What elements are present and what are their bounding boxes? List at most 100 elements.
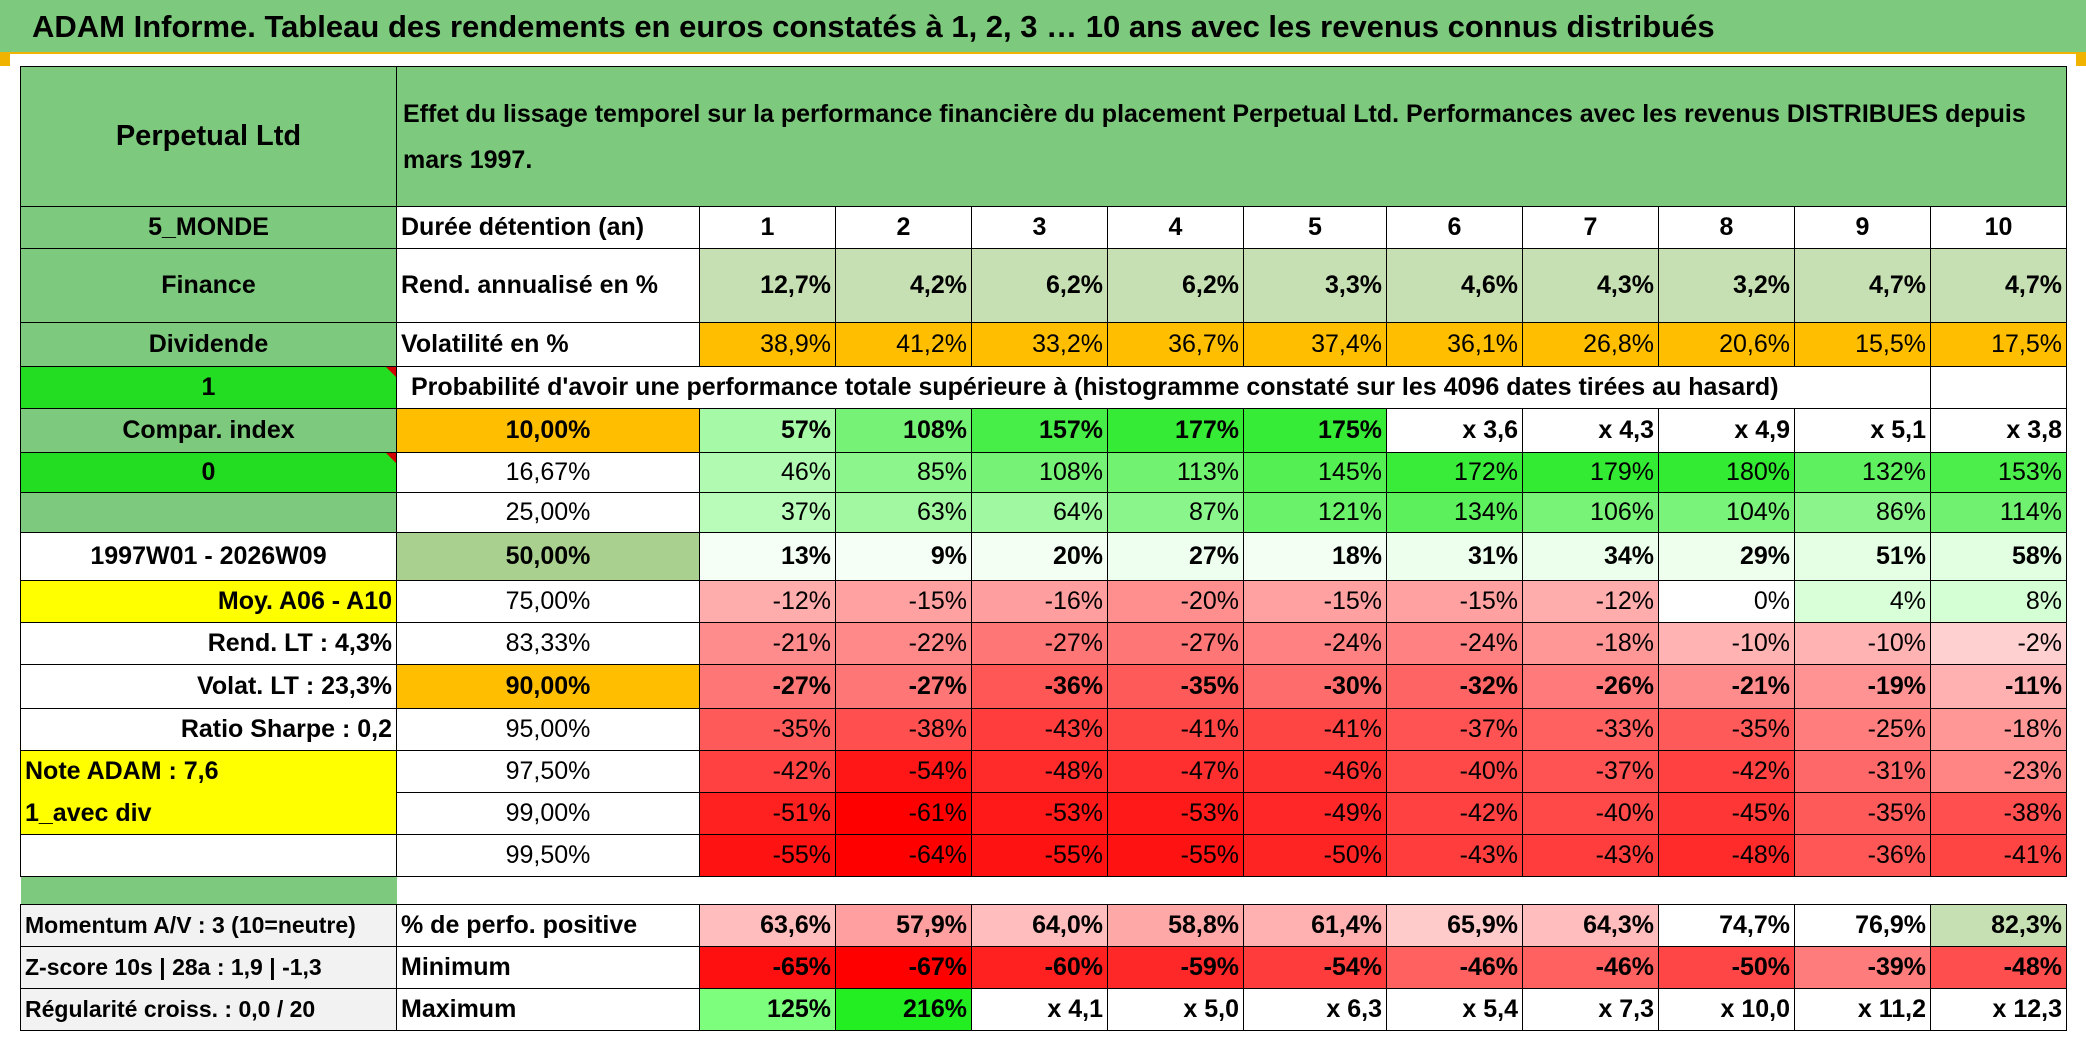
percentile-value: -27% [971, 622, 1108, 665]
minimum-value: -59% [1107, 946, 1244, 989]
percentile-value: -12% [1522, 580, 1659, 623]
percentile-row: 1_avec div 99,00% -51% -61% -53% -53% -49% -42%… [20, 792, 2067, 835]
positive-value: 64,0% [971, 904, 1108, 947]
percentile-value: -12% [699, 580, 836, 623]
zscore-label: Z-score 10s | 28a : 1,9 | -1,3 [20, 946, 397, 989]
percentile-label: 95,00% [396, 708, 700, 751]
flag-one: 1 [20, 366, 397, 409]
percentile-value: -48% [1658, 834, 1795, 877]
year-header: 1 [699, 206, 836, 249]
duration-label: Durée détention (an) [396, 206, 700, 249]
table-cell [836, 877, 972, 905]
percentile-label: 99,00% [396, 792, 700, 835]
positive-value: 61,4% [1243, 904, 1387, 947]
percentile-row: 99,50% -55% -64% -55% -55% -50% -43% -43% -48% -3… [20, 834, 2067, 877]
percentile-value: 85% [835, 452, 972, 493]
maximum-value: x 10,0 [1658, 988, 1795, 1031]
percentile-value: -19% [1794, 664, 1931, 709]
percentile-value: 157% [971, 408, 1108, 453]
percentile-value: -40% [1386, 750, 1523, 793]
volat-value: 17,5% [1930, 322, 2067, 367]
momentum-label: Momentum A/V : 3 (10=neutre) [20, 904, 397, 947]
percentile-value: 179% [1522, 452, 1659, 493]
percentile-value: -18% [1522, 622, 1659, 665]
percentile-value: 51% [1794, 532, 1931, 581]
rend-row: Finance Rend. annualisé en % 12,7% 4,2% 6,2%… [20, 248, 2067, 323]
performance-table: Perpetual Ltd Effet du lissage temporel … [20, 66, 2067, 1031]
percentile-value: 134% [1386, 492, 1523, 533]
percentile-value: -27% [1107, 622, 1244, 665]
percentile-row: 25,00% 37% 63% 64% 87% 121% 134% 106% 104% 86% 114… [20, 492, 2067, 533]
percentile-value: 121% [1243, 492, 1387, 533]
percentile-value: 153% [1930, 452, 2067, 493]
table-cell [1523, 877, 1659, 905]
percentile-value: -15% [1243, 580, 1387, 623]
report-title: ADAM Informe. Tableau des rendements en … [32, 9, 1715, 44]
percentile-value: 172% [1386, 452, 1523, 493]
year-header: 4 [1107, 206, 1244, 249]
title-bar: ADAM Informe. Tableau des rendements en … [0, 0, 2086, 54]
year-header: 2 [835, 206, 972, 249]
left-label-moy: Moy. A06 - A10 [20, 580, 397, 623]
maximum-value: x 5,4 [1386, 988, 1523, 1031]
percentile-label: 10,00% [396, 408, 700, 453]
percentile-value: -43% [1522, 834, 1659, 877]
percentile-value: 114% [1930, 492, 2067, 533]
percentile-value: x 4,9 [1658, 408, 1795, 453]
fund-description: Effet du lissage temporel sur la perform… [396, 66, 2067, 207]
percentile-value: -64% [835, 834, 972, 877]
maximum-value: x 12,3 [1930, 988, 2067, 1031]
rend-value: 4,2% [835, 248, 972, 323]
percentile-value: -37% [1386, 708, 1523, 751]
maximum-value: 125% [699, 988, 836, 1031]
positive-value: 76,9% [1794, 904, 1931, 947]
percentile-value: -30% [1243, 664, 1387, 709]
percentile-value: 46% [699, 452, 836, 493]
rend-value: 4,7% [1794, 248, 1931, 323]
percentile-value: -45% [1658, 792, 1795, 835]
percentile-label: 16,67% [396, 452, 700, 493]
percentile-value: -24% [1386, 622, 1523, 665]
percentile-value: -27% [699, 664, 836, 709]
positive-row: Momentum A/V : 3 (10=neutre)% de perfo. … [20, 904, 2067, 947]
maximum-value: x 4,1 [971, 988, 1108, 1031]
percentile-value: -41% [1930, 834, 2067, 877]
percentile-label: 90,00% [396, 664, 700, 709]
minimum-value: -67% [835, 946, 972, 989]
regularite-label: Régularité croiss. : 0,0 / 20 [20, 988, 397, 1031]
percentile-value: -27% [835, 664, 972, 709]
minimum-value: -50% [1658, 946, 1795, 989]
percentile-value: -48% [971, 750, 1108, 793]
minimum-value: -60% [971, 946, 1108, 989]
percentile-value: 106% [1522, 492, 1659, 533]
percentile-value: -15% [835, 580, 972, 623]
percentile-value: -55% [699, 834, 836, 877]
minimum-value: -65% [699, 946, 836, 989]
percentile-value: 177% [1107, 408, 1244, 453]
percentile-value: x 5,1 [1794, 408, 1931, 453]
zone-label: 5_MONDE [20, 206, 397, 249]
percentile-value: 29% [1658, 532, 1795, 581]
percentile-value: -42% [1386, 792, 1523, 835]
percentile-value: -25% [1794, 708, 1931, 751]
left-label-volat_lt: Volat. LT : 23,3% [20, 664, 397, 709]
left-label-rend_lt: Rend. LT : 4,3% [20, 622, 397, 665]
percentile-label: 99,50% [396, 834, 700, 877]
percentile-value: 87% [1107, 492, 1244, 533]
percentile-value: 57% [699, 408, 836, 453]
left-label-empty [20, 492, 397, 533]
positive-value: 57,9% [835, 904, 972, 947]
year-header: 3 [971, 206, 1108, 249]
volat-value: 26,8% [1522, 322, 1659, 367]
percentile-value: -42% [699, 750, 836, 793]
positive-value: 82,3% [1930, 904, 2067, 947]
year-header: 8 [1658, 206, 1795, 249]
percentile-value: 34% [1522, 532, 1659, 581]
percentile-label: 83,33% [396, 622, 700, 665]
percentile-value: 63% [835, 492, 972, 533]
percentile-label: 50,00% [396, 532, 700, 581]
percentile-value: 37% [699, 492, 836, 533]
rend-value: 12,7% [699, 248, 836, 323]
percentile-value: -54% [835, 750, 972, 793]
percentile-value: -20% [1107, 580, 1244, 623]
